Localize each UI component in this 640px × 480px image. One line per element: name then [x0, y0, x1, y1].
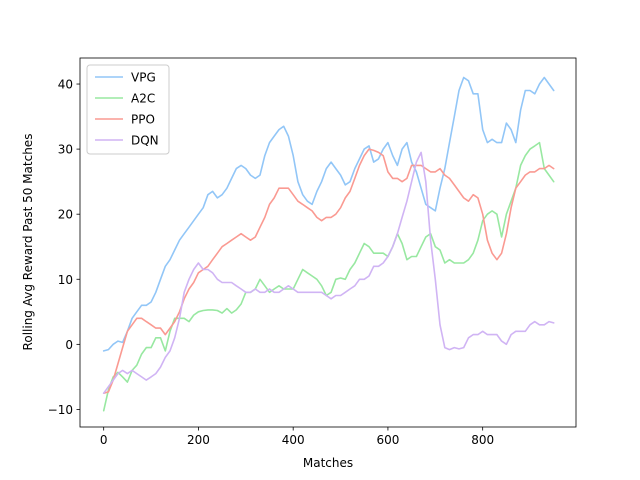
x-tick-label: 0 [100, 433, 108, 447]
series-line-ppo [102, 148, 555, 395]
axis-ticks: 0 200 400 600 800 −10 0 10 20 30 40 [48, 78, 494, 447]
series-line-vpg [102, 76, 555, 352]
legend-label-dqn: DQN [131, 134, 159, 148]
x-axis-label: Matches [303, 456, 353, 470]
x-tick-label: 600 [376, 433, 399, 447]
legend-label-ppo: PPO [131, 113, 155, 127]
y-tick-label: 10 [58, 273, 73, 287]
x-tick-label: 400 [282, 433, 305, 447]
legend-label-vpg: VPG [131, 71, 156, 85]
y-tick-label: 20 [58, 208, 73, 222]
y-tick-label: 0 [65, 338, 73, 352]
legend-label-a2c: A2C [131, 92, 155, 106]
legend-box [86, 64, 170, 155]
x-tick-label: 200 [187, 433, 210, 447]
series-lines [102, 76, 555, 412]
y-tick-label: 40 [58, 78, 73, 92]
series-line-dqn [102, 151, 555, 395]
plot-frame [79, 57, 577, 428]
y-axis-label: Rolling Avg Reward Past 50 Matches [21, 134, 35, 351]
legend: VPG A2C PPO DQN [86, 64, 170, 155]
y-tick-label: 30 [58, 143, 73, 157]
y-tick-label: −10 [48, 403, 73, 417]
x-tick-label: 800 [471, 433, 494, 447]
